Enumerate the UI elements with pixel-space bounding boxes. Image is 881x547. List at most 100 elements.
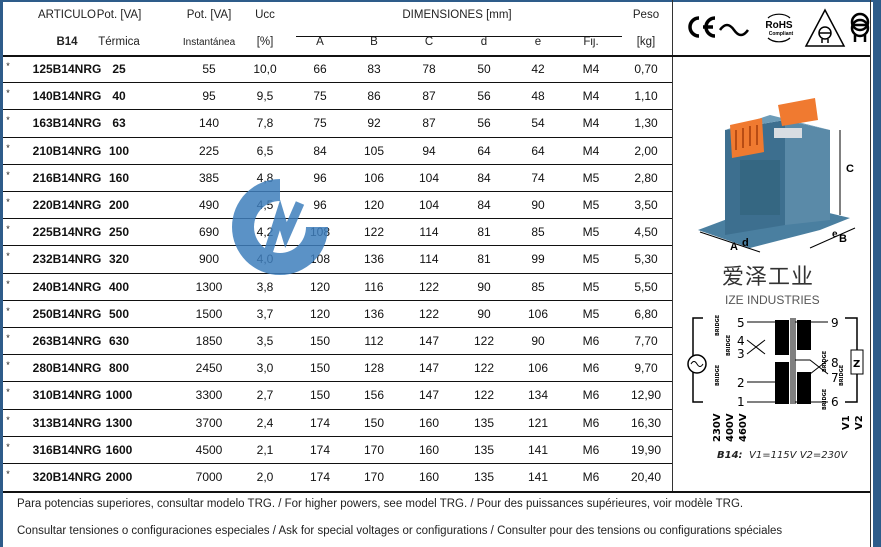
cell-3: 3700 — [195, 415, 223, 430]
svg-text:RoHS: RoHS — [765, 20, 793, 31]
cell-3: 140 — [198, 116, 220, 131]
table-row: * 250B14NRG 500 1500 3,7 120 136 122 90 106 M5 6,80 — [0, 301, 672, 328]
cell-0: * — [6, 61, 10, 71]
cell-9: 85 — [531, 225, 545, 240]
cell-9: 42 — [531, 62, 545, 76]
certification-icons: RoHS Compliant — [688, 8, 870, 47]
cell-6: 106 — [363, 170, 385, 185]
cell-6: 122 — [363, 225, 385, 240]
svg-text:7: 7 — [831, 371, 839, 385]
cell-10: M6 — [582, 415, 600, 430]
table-row: * 310B14NRG 1000 3300 2,7 150 156 147 122 134 M6 12… — [0, 382, 672, 409]
cell-1: 232B14NRG — [32, 252, 102, 267]
row-divider — [3, 463, 672, 464]
cell-7: 104 — [418, 198, 440, 212]
cell-0: * — [6, 169, 10, 180]
cell-10: M6 — [582, 388, 600, 403]
svg-text:230V: 230V — [712, 413, 723, 442]
cell-3: 900 — [198, 252, 220, 267]
subheader-1: Térmica — [98, 36, 140, 48]
cell-10: M6 — [582, 361, 600, 376]
table-row: * 225B14NRG 250 690 4,2 108 122 114 81 85 M5 4,50 — [0, 219, 672, 246]
cell-4: 2,1 — [256, 442, 274, 457]
cell-7: 147 — [418, 361, 440, 376]
cell-6: 170 — [363, 442, 385, 457]
cell-5: 174 — [309, 470, 331, 484]
cell-8: 135 — [473, 470, 495, 484]
cell-8: 56 — [477, 116, 491, 131]
cell-4: 2,7 — [256, 388, 274, 403]
cell-6: 86 — [367, 89, 381, 104]
svg-text:2: 2 — [737, 376, 745, 390]
svg-text:A: A — [730, 241, 738, 253]
cell-5: 75 — [313, 89, 327, 104]
cell-11: 3,50 — [634, 198, 658, 212]
svg-text:8: 8 — [831, 356, 839, 370]
svg-text:e: e — [832, 229, 838, 240]
cell-9: 74 — [531, 170, 545, 185]
row-divider — [3, 136, 672, 138]
cell-11: 16,30 — [630, 415, 662, 430]
cell-10: M6 — [582, 470, 600, 484]
cell-0: * — [6, 469, 10, 479]
cell-1: 125B14NRG — [32, 62, 102, 76]
cell-9: 54 — [531, 116, 545, 131]
svg-text:9: 9 — [831, 316, 839, 330]
svg-text:BRIDGE: BRIDGE — [822, 350, 828, 372]
svg-text:Z: Z — [853, 359, 860, 370]
cell-9: 141 — [527, 442, 549, 457]
cell-7: 104 — [418, 170, 440, 185]
cell-5: 84 — [313, 143, 327, 158]
cell-4: 3,8 — [256, 279, 274, 294]
cell-10: M4 — [582, 116, 600, 131]
cell-4: 3,7 — [256, 306, 274, 321]
cell-1: 140B14NRG — [32, 89, 102, 104]
cell-10: M5 — [582, 170, 600, 185]
svg-text:C: C — [846, 163, 854, 175]
table-row: * 232B14NRG 320 900 4,0 108 136 114 81 99 M5 5,30 — [0, 246, 672, 273]
svg-text:4: 4 — [737, 334, 745, 348]
cell-8: 135 — [473, 442, 495, 457]
cell-1: 316B14NRG — [32, 442, 102, 457]
cell-5: 150 — [309, 388, 331, 403]
cell-6: 105 — [363, 143, 385, 158]
cell-6: 170 — [363, 470, 385, 484]
cell-7: 160 — [418, 415, 440, 430]
cell-8: 50 — [477, 62, 491, 76]
safety-transformer-triangle-icon — [804, 8, 846, 47]
cell-9: 99 — [531, 252, 545, 267]
cell-4: 2,4 — [256, 415, 274, 430]
cell-0: * — [6, 197, 10, 207]
cell-4: 3,5 — [256, 334, 274, 348]
cell-1: 210B14NRG — [32, 143, 102, 158]
cell-5: 120 — [309, 279, 331, 294]
cell-0: * — [6, 224, 10, 235]
cell-3: 7000 — [195, 470, 223, 484]
cell-7: 78 — [422, 62, 436, 76]
cell-7: 122 — [418, 306, 440, 321]
cell-1: 240B14NRG — [32, 279, 102, 294]
row-divider — [3, 299, 672, 301]
cell-6: 150 — [363, 415, 385, 430]
cell-10: M6 — [582, 442, 600, 457]
subheader-8: e — [534, 36, 542, 48]
table-row: * 320B14NRG 2000 7000 2,0 174 170 160 135 141 M6 20… — [0, 464, 672, 491]
table-row: * 280B14NRG 800 2450 3,0 150 128 147 122 106 M6 9,7… — [0, 355, 672, 382]
cell-0: * — [6, 333, 10, 343]
table-row: * 313B14NRG 1300 3700 2,4 174 150 160 135 121 M6 16… — [0, 410, 672, 437]
cell-10: M5 — [582, 198, 600, 212]
svg-text:V2: V2 — [854, 415, 865, 430]
cell-8: 56 — [477, 89, 491, 104]
cell-11: 12,90 — [630, 388, 662, 403]
cell-11: 2,80 — [634, 170, 658, 185]
cell-1: 163B14NRG — [32, 116, 102, 131]
cell-8: 122 — [473, 361, 495, 376]
right-border — [873, 0, 881, 547]
table-row: * 210B14NRG 100 225 6,5 84 105 94 64 64 M4 2,00 — [0, 138, 672, 165]
col-pot-instantanea-header: Pot. [VA] — [186, 9, 232, 21]
row-divider — [3, 191, 672, 192]
cell-11: 9,70 — [634, 361, 658, 376]
col-ucc-header: Ucc — [255, 9, 275, 21]
cell-0: * — [6, 414, 10, 425]
